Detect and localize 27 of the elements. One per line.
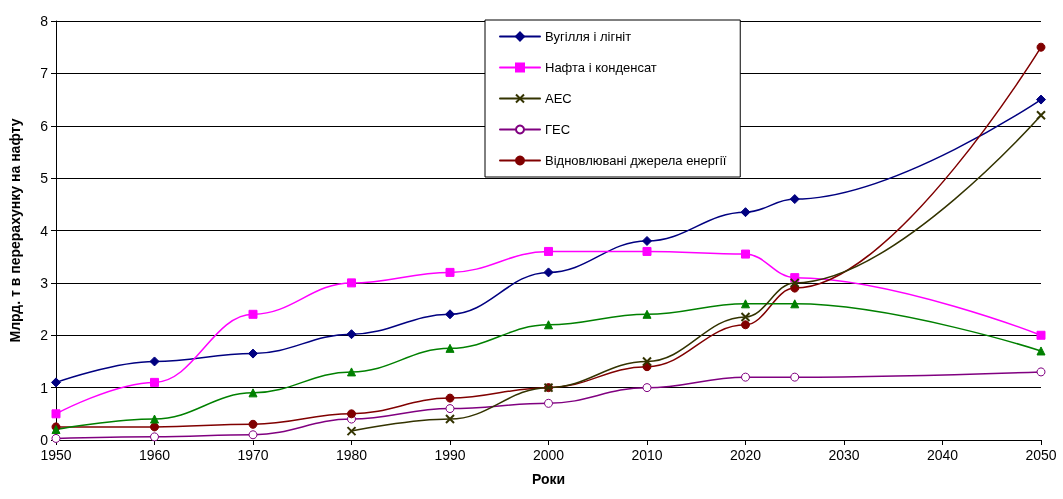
x-tick-label: 2000 [532,447,565,463]
x-tick-label: 1980 [335,447,368,463]
x-tick-label: 2010 [631,447,663,463]
legend-label: Відновлювані джерела енергії [545,153,727,168]
y-tick-label: 2 [40,327,49,344]
x-tick-label: 1950 [40,447,72,463]
y-tick-label: 8 [40,13,49,29]
y-tick-label: 7 [40,65,49,82]
legend-label: Вугілля і лігніт [545,29,632,44]
x-tick-label: 2040 [926,447,959,463]
x-tick-label: 2050 [1025,447,1057,463]
y-tick-label: 1 [40,379,49,396]
legend-label: ГЕС [545,122,571,137]
y-axis-title: Млрд. т в перерахунку на нафту [7,118,23,343]
x-tick-label: 1960 [138,447,171,463]
y-tick-label: 0 [40,432,49,448]
x-tick-label: 1990 [434,447,466,463]
x-tick-label: 2020 [729,447,762,463]
x-tick-label: 1970 [237,447,269,463]
y-tick-label: 5 [40,170,49,187]
y-tick-label: 6 [40,117,49,134]
x-axis-title: Роки [531,471,566,487]
y-tick-label: 4 [40,222,49,239]
legend-label: АЕС [545,91,572,106]
x-tick-label: 2030 [828,447,860,463]
y-tick-label: 3 [40,274,49,291]
legend-label: Нафта і конденсат [545,60,657,75]
